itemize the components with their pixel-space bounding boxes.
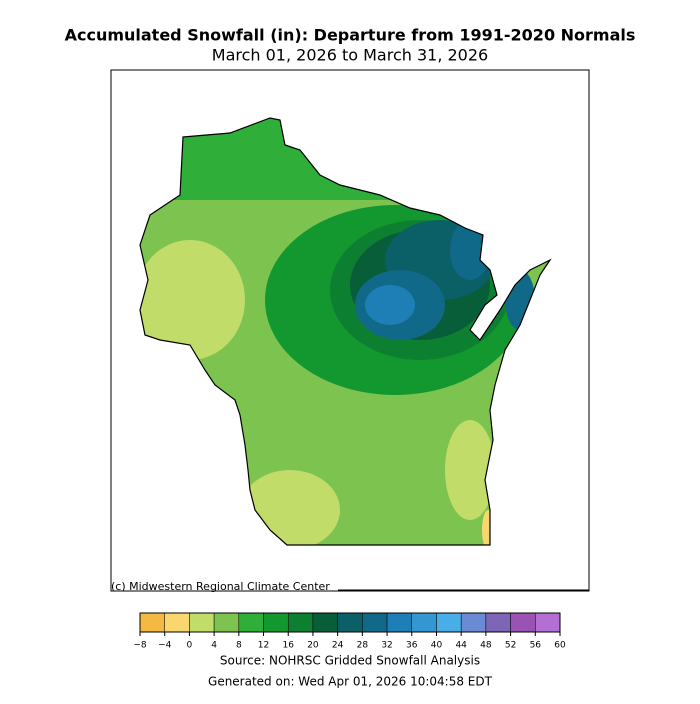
colorbar-frame xyxy=(139,612,561,633)
colorbar-swatch xyxy=(485,612,511,633)
colorbar-swatch xyxy=(164,612,190,633)
colorbar-tick-label: 44 xyxy=(455,641,467,651)
colorbar-tick-label: −4 xyxy=(158,641,172,651)
colorbar-swatch xyxy=(386,612,413,633)
colorbar-swatch xyxy=(189,612,215,633)
colorbar-swatch xyxy=(436,612,462,633)
colorbar-swatch xyxy=(510,612,536,633)
colorbar-tick-label: 36 xyxy=(406,641,418,651)
colorbar-tick-label: 20 xyxy=(307,641,319,651)
colorbar-swatch xyxy=(411,612,437,633)
colorbar-swatch xyxy=(312,612,338,633)
snowfall-map xyxy=(140,118,550,545)
colorbar-tick-label: 0 xyxy=(187,641,193,651)
subtitle: March 01, 2026 to March 31, 2026 xyxy=(212,46,488,65)
colorbar-tick-label: 4 xyxy=(211,641,217,651)
colorbar-tick-label: 40 xyxy=(431,641,443,651)
colorbar-swatch xyxy=(362,612,388,633)
generated: Generated on: Wed Apr 01, 2026 10:04:58 … xyxy=(208,675,493,689)
colorbar-tick-label: 12 xyxy=(258,641,269,651)
colorbar-swatch xyxy=(287,612,314,633)
colorbar-swatch xyxy=(238,612,264,633)
colorbar-tick-label: 24 xyxy=(332,641,344,651)
colorbar-swatch xyxy=(213,612,240,633)
colorbar-swatch xyxy=(139,612,165,633)
state-outline xyxy=(139,117,552,546)
colorbar-swatch xyxy=(460,612,487,633)
colorbar-tick-label: 60 xyxy=(554,641,566,651)
title: Accumulated Snowfall (in): Departure fro… xyxy=(65,26,636,45)
source: Source: NOHRSC Gridded Snowfall Analysis xyxy=(220,654,480,668)
colorbar-tick-label: 8 xyxy=(236,641,242,651)
colorbar-tick-label: 48 xyxy=(480,641,492,651)
colorbar-swatch xyxy=(337,612,363,633)
colorbar-tick-label: 16 xyxy=(283,641,295,651)
credit: (c) Midwestern Regional Climate Center xyxy=(111,580,330,593)
colorbar-tick-label: 28 xyxy=(357,641,369,651)
colorbar-swatch xyxy=(263,612,289,633)
colorbar-swatch xyxy=(535,612,561,633)
colorbar: −8 −4 0 4 8 12 16 20 24 28 32 36 40 44 48 52 56 60 xyxy=(133,612,566,651)
colorbar-tick-label: 52 xyxy=(505,641,516,651)
colorbar-tick-label: 56 xyxy=(530,641,542,651)
map-frame xyxy=(110,69,590,592)
colorbar-tick-label: −8 xyxy=(133,641,147,651)
colorbar-tick-label: 32 xyxy=(381,641,392,651)
